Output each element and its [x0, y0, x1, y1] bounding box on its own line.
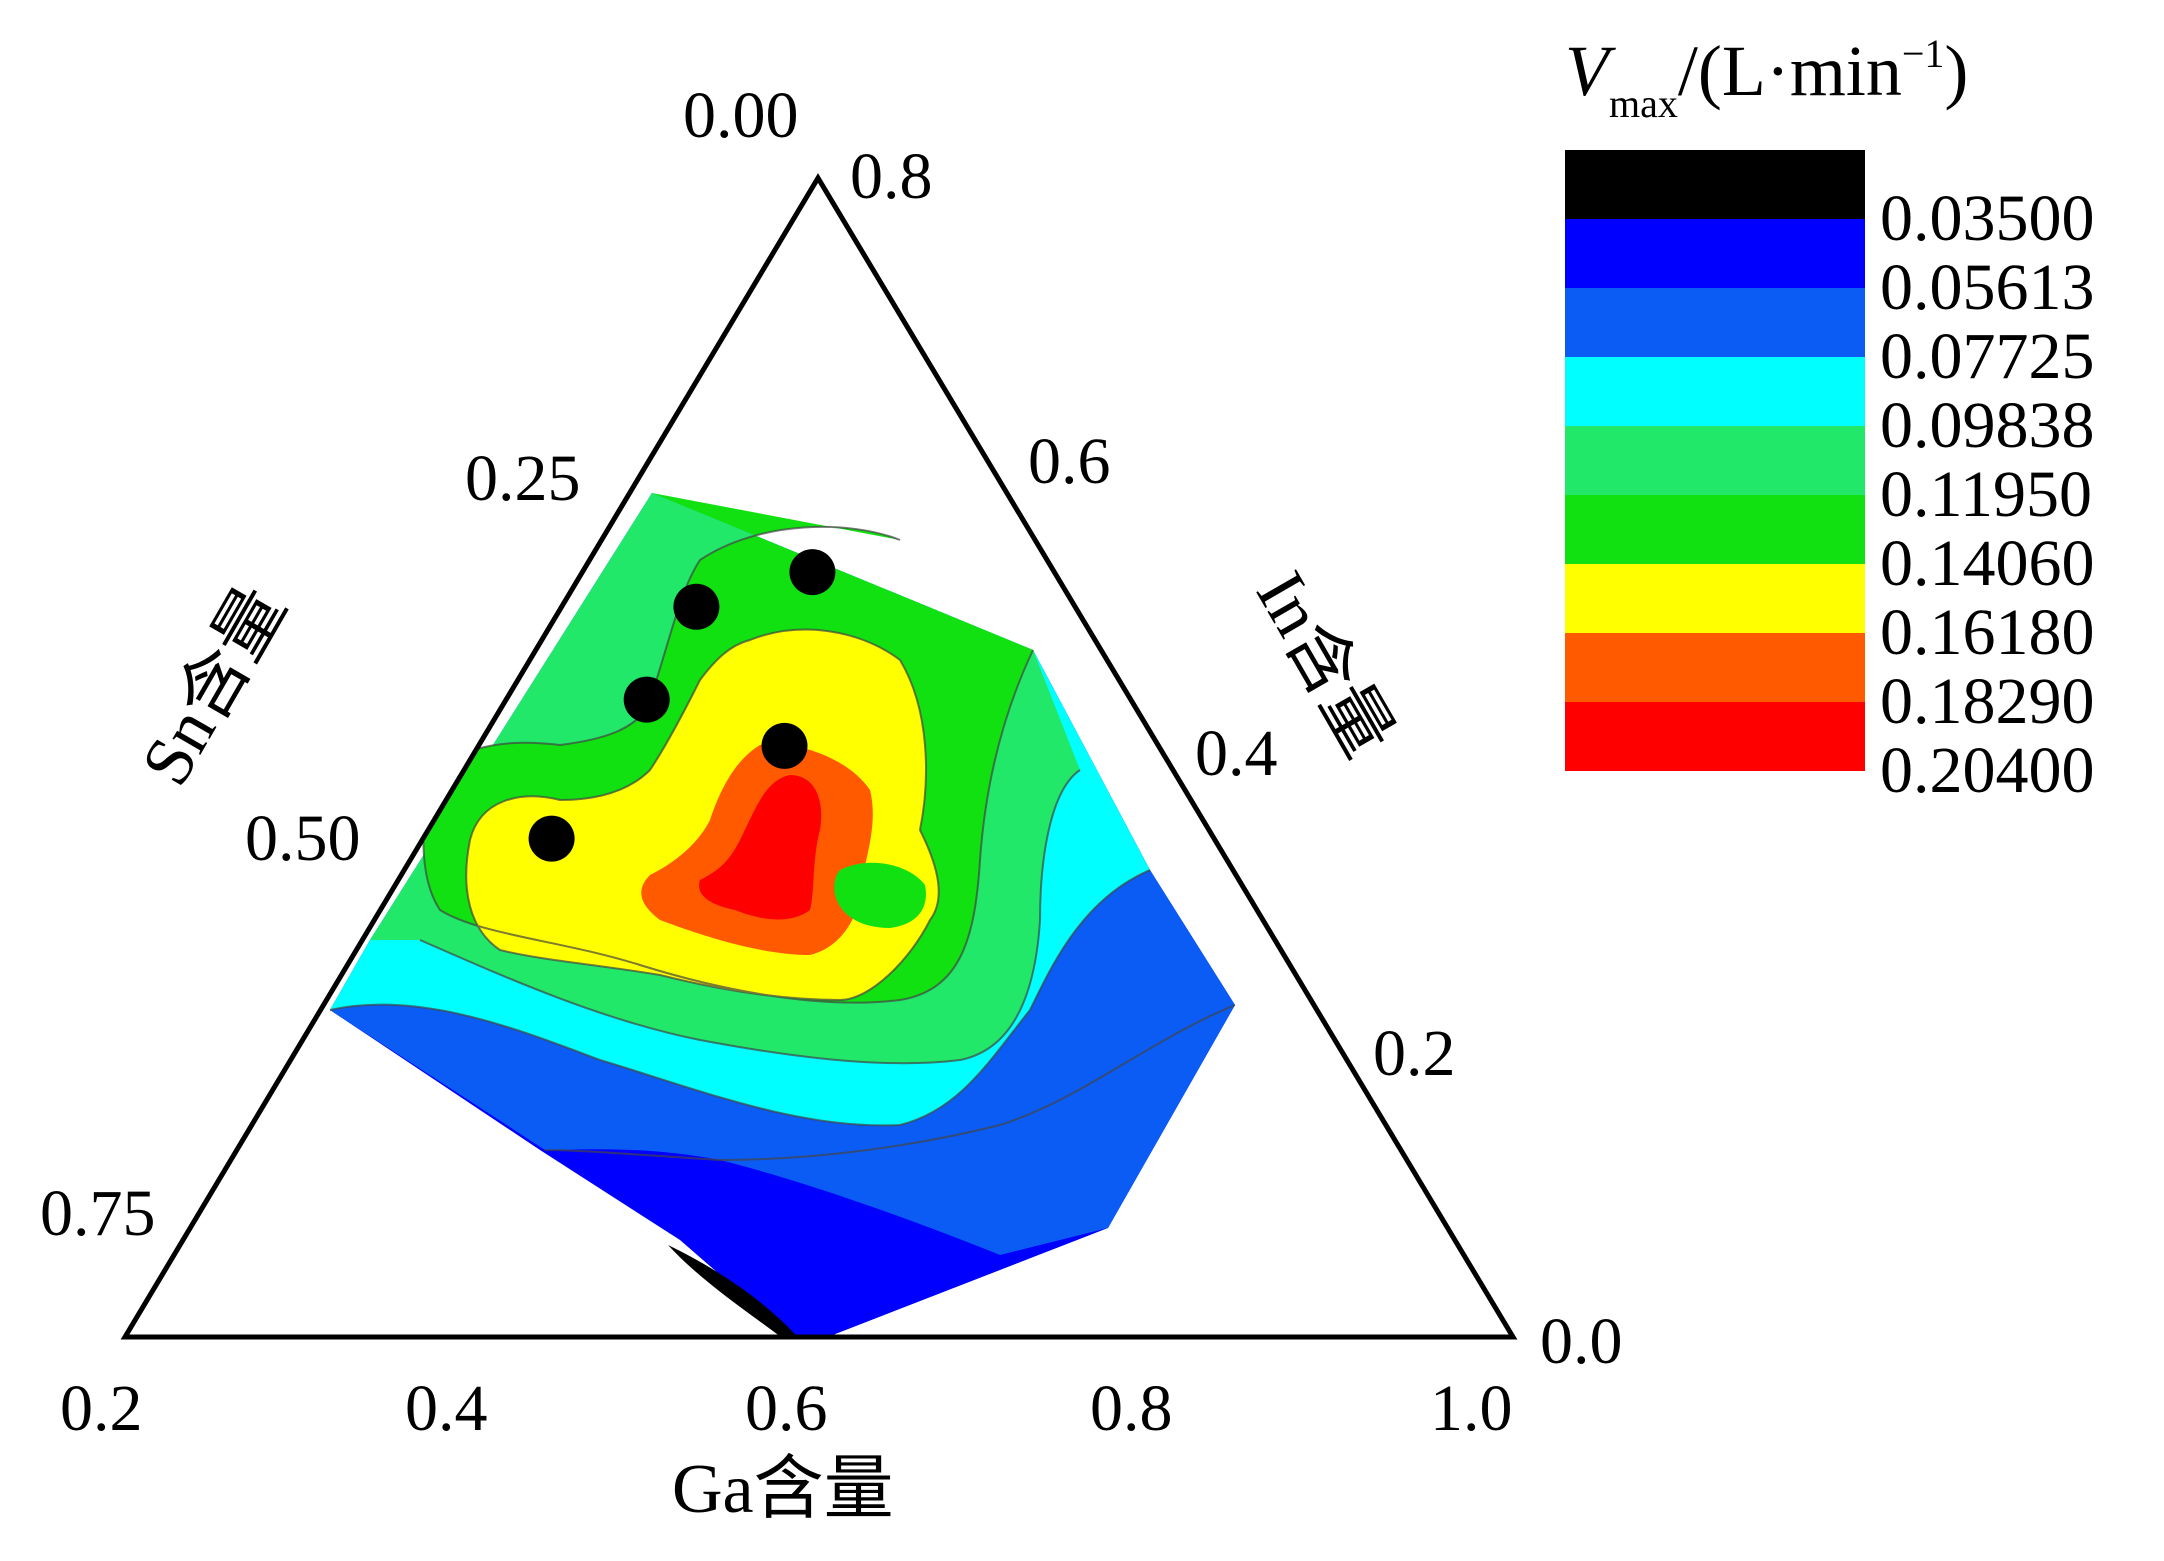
colorbar-swatch [1565, 219, 1865, 288]
sn-tick-3: 0.75 [40, 1177, 156, 1250]
colorbar-swatch [1565, 357, 1865, 426]
contour-line-4 [329, 869, 1151, 1127]
colorbar-label: 0.14060 [1880, 527, 2095, 600]
ga-tick-1: 0.4 [405, 1372, 488, 1445]
ga-tick-4: 1.0 [1430, 1372, 1513, 1445]
contour-region-0-20400 [699, 775, 822, 920]
ga-tick-0: 0.2 [60, 1372, 143, 1445]
colorbar-title-unit-post: ) [1944, 31, 1968, 111]
colorbar-label: 0.18290 [1880, 665, 2095, 738]
ga-tick-3: 0.8 [1090, 1372, 1173, 1445]
data-point [673, 583, 720, 630]
data-point [623, 676, 670, 723]
ga-axis-title: Ga含量 [672, 1451, 894, 1528]
data-point [528, 815, 575, 862]
ga-tick-2: 0.6 [745, 1372, 828, 1445]
colorbar-label: 0.20400 [1880, 734, 2095, 807]
colorbar-title-sub: max [1609, 81, 1678, 126]
in-tick-2: 0.4 [1195, 717, 1278, 790]
in-tick-0: 0.8 [850, 140, 933, 213]
sn-tick-2: 0.50 [245, 802, 361, 875]
sn-axis-title: Sn含量 [127, 574, 301, 798]
colorbar-swatch [1565, 702, 1865, 771]
left-axis-ticks: 0.00 0.25 0.50 0.75 [40, 79, 799, 1250]
colorbar-title: Vmax/(L·min−1) [1565, 31, 1968, 126]
contour-line-5 [544, 1004, 1236, 1162]
colorbar-swatch [1565, 495, 1865, 564]
in-tick-3: 0.2 [1373, 1017, 1456, 1090]
contour-region-0-03500 [668, 1245, 800, 1337]
colorbar-title-var: V [1565, 31, 1616, 111]
colorbar-swatch [1565, 633, 1865, 702]
colorbar-label: 0.11950 [1880, 458, 2092, 531]
colorbar-swatch [1565, 288, 1865, 357]
sn-tick-0: 0.00 [683, 79, 799, 152]
data-point [761, 722, 808, 769]
colorbar-label: 0.05613 [1880, 251, 2095, 324]
colorbar-labels: 0.035000.056130.077250.098380.119500.140… [1880, 182, 2095, 807]
colorbar-label: 0.03500 [1880, 182, 2095, 255]
colorbar-title-dot: · [1766, 31, 1790, 111]
in-tick-1: 0.6 [1028, 425, 1111, 498]
contour-pocket-green [834, 862, 926, 928]
colorbar: Vmax/(L·min−1) 0.035000.056130.077250.09… [1565, 31, 2095, 807]
sn-tick-1: 0.25 [465, 442, 581, 515]
colorbar-label: 0.16180 [1880, 596, 2095, 669]
bottom-axis-ticks: 0.2 0.4 0.6 0.8 1.0 [60, 1372, 1513, 1445]
contour-line-3 [465, 628, 940, 1002]
colorbar-title-sup: −1 [1902, 31, 1945, 76]
contour-field [329, 493, 1236, 1337]
colorbar-swatches [1565, 150, 1865, 771]
colorbar-swatch [1565, 564, 1865, 633]
colorbar-swatch [1565, 426, 1865, 495]
contour-lines [329, 525, 1236, 1162]
ternary-triangle [120, 173, 1518, 1340]
in-tick-4: 0.0 [1540, 1305, 1623, 1378]
colorbar-label: 0.09838 [1880, 389, 2095, 462]
contour-line-1 [419, 769, 1081, 1065]
colorbar-label: 0.07725 [1880, 320, 2095, 393]
right-axis-ticks: 0.8 0.6 0.4 0.2 0.0 [850, 140, 1623, 1378]
data-points [528, 549, 836, 862]
colorbar-title-unit-main: min [1790, 31, 1902, 111]
data-point [789, 549, 836, 596]
colorbar-title-unit-pre: /(L [1678, 31, 1766, 111]
colorbar-swatch [1565, 150, 1865, 219]
